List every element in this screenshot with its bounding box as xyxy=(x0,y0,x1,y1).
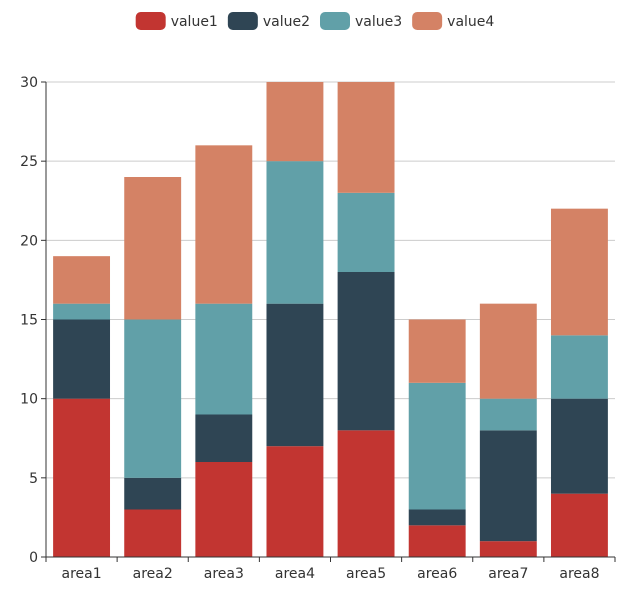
bar-value1-area6[interactable] xyxy=(408,525,466,557)
legend-swatch xyxy=(320,12,350,30)
x-tick-label: area8 xyxy=(559,566,599,582)
bar-value4-area3[interactable] xyxy=(195,145,253,304)
legend-item-value2[interactable]: value2 xyxy=(227,12,310,30)
legend-swatch xyxy=(412,12,443,30)
y-tick-label: 5 xyxy=(29,471,38,487)
bar-value3-area1[interactable] xyxy=(53,303,111,320)
y-tick-label: 15 xyxy=(20,313,38,329)
x-tick-label: area7 xyxy=(488,566,528,582)
bar-value2-area3[interactable] xyxy=(195,414,253,463)
x-tick-label: area1 xyxy=(61,566,101,582)
y-tick-label: 20 xyxy=(20,233,38,249)
bar-value1-area7[interactable] xyxy=(479,541,537,557)
legend-label: value4 xyxy=(447,14,494,30)
bar-value3-area4[interactable] xyxy=(266,161,324,304)
x-tick-label: area3 xyxy=(204,566,244,582)
legend-item-value3[interactable]: value3 xyxy=(320,12,402,30)
legend-item-value1[interactable]: value1 xyxy=(135,12,218,30)
y-tick-label: 30 xyxy=(20,75,38,91)
legend-label: value2 xyxy=(263,14,310,30)
bar-value4-area7[interactable] xyxy=(479,303,537,399)
axes: 0 5 10 15 20 25 30 area1 area2 area3 area4 area5 are… xyxy=(20,75,616,582)
y-tick-label: 10 xyxy=(20,392,38,408)
legend: value1 value2 value3 value4 xyxy=(135,12,494,30)
legend-item-value4[interactable]: value4 xyxy=(412,12,494,30)
legend-swatch xyxy=(135,12,166,30)
bar-value4-area2[interactable] xyxy=(124,177,182,320)
bar-value4-area5[interactable] xyxy=(337,82,395,193)
bar-value2-area1[interactable] xyxy=(53,319,111,399)
bar-value1-area3[interactable] xyxy=(195,462,253,557)
bars xyxy=(53,82,608,557)
bar-value1-area2[interactable] xyxy=(124,509,182,558)
bar-value3-area5[interactable] xyxy=(337,192,395,272)
bar-value1-area4[interactable] xyxy=(266,446,324,557)
bar-value2-area6[interactable] xyxy=(408,509,466,526)
bar-value2-area7[interactable] xyxy=(479,430,537,542)
x-tick-label: area4 xyxy=(275,566,315,582)
bar-value2-area2[interactable] xyxy=(124,477,182,510)
y-tick-label: 0 xyxy=(29,550,38,566)
bar-value2-area8[interactable] xyxy=(550,398,608,494)
legend-label: value1 xyxy=(171,14,218,30)
bar-value1-area5[interactable] xyxy=(337,430,395,557)
bar-value1-area8[interactable] xyxy=(550,493,608,557)
bar-value3-area6[interactable] xyxy=(408,382,466,510)
bar-value3-area2[interactable] xyxy=(124,319,182,478)
x-tick-label: area2 xyxy=(133,566,173,582)
bar-value3-area8[interactable] xyxy=(550,335,608,399)
x-tick-label: area6 xyxy=(417,566,457,582)
legend-swatch xyxy=(227,12,258,30)
bar-value1-area1[interactable] xyxy=(53,398,111,557)
bar-value4-area4[interactable] xyxy=(266,82,324,162)
x-tick-label: area5 xyxy=(346,566,386,582)
bar-value4-area8[interactable] xyxy=(550,208,608,336)
bar-value2-area4[interactable] xyxy=(266,303,324,447)
y-tick-label: 25 xyxy=(20,154,38,170)
bar-value2-area5[interactable] xyxy=(337,272,395,431)
bar-value4-area1[interactable] xyxy=(53,256,111,304)
bar-value3-area3[interactable] xyxy=(195,303,253,415)
bar-value3-area7[interactable] xyxy=(479,398,537,431)
bar-value4-area6[interactable] xyxy=(408,319,466,383)
legend-label: value3 xyxy=(355,14,402,30)
